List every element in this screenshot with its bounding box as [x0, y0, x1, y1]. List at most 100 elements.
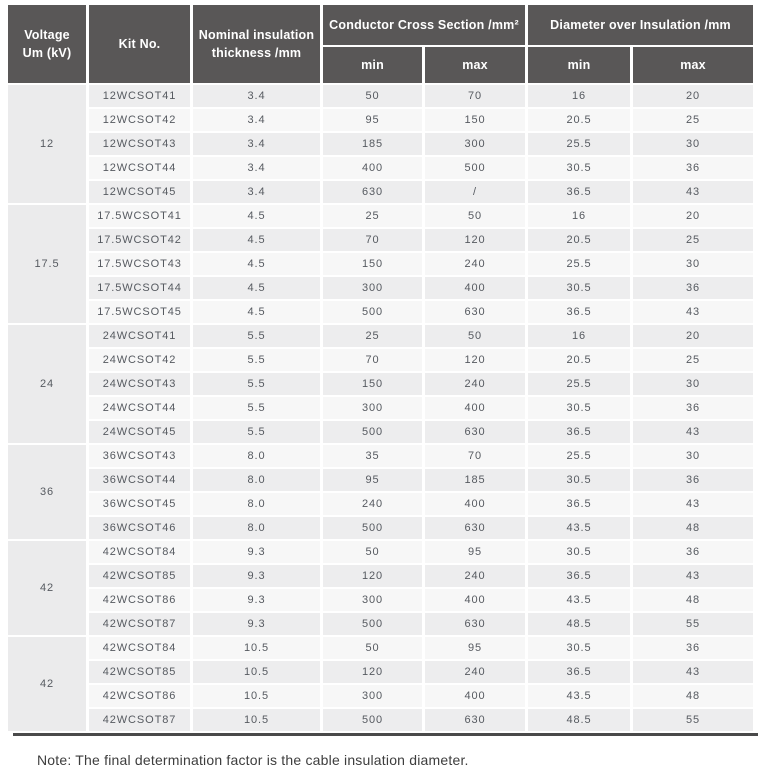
ccs-max-cell: 70: [425, 85, 525, 107]
thickness-cell: 5.5: [193, 325, 320, 347]
table-row: 24WCSOT45 5.5 500 630 36.5 43: [8, 421, 753, 443]
thickness-cell: 8.0: [193, 517, 320, 539]
dia-min-cell: 20.5: [528, 349, 630, 371]
header-ccs-max: max: [425, 47, 525, 83]
ccs-min-cell: 95: [323, 109, 422, 131]
dia-max-cell: 36: [633, 637, 753, 659]
table-row: 42WCSOT86 9.3 300 400 43.5 48: [8, 589, 753, 611]
dia-max-cell: 55: [633, 613, 753, 635]
voltage-cell: 24: [8, 325, 86, 443]
thickness-cell: 10.5: [193, 709, 320, 731]
table-row: 36 36WCSOT43 8.0 35 70 25.5 30: [8, 445, 753, 539]
dia-max-cell: 20: [633, 205, 753, 227]
ccs-min-cell: 185: [323, 133, 422, 155]
dia-min-cell: 48.5: [528, 709, 630, 731]
ccs-max-cell: /: [425, 181, 525, 203]
table-row: 17.5WCSOT45 4.5 500 630 36.5 43: [8, 301, 753, 323]
kit-no-cell: 42WCSOT87: [89, 613, 190, 635]
thickness-cell: 10.5: [193, 637, 320, 659]
table-row: 42 42WCSOT84 10.5 50 95 30.5 36: [8, 637, 753, 731]
ccs-min-cell: 500: [323, 613, 422, 635]
header-diameter-over-insulation: Diameter over Insulation /mm: [528, 5, 753, 45]
kit-no-cell: 17.5WCSOT44: [89, 277, 190, 299]
dia-min-cell: 48.5: [528, 613, 630, 635]
thickness-cell: 3.4: [193, 157, 320, 179]
header-kit-no: Kit No.: [89, 5, 190, 83]
voltage-cell: 12: [8, 85, 86, 203]
ccs-min-cell: 150: [323, 373, 422, 395]
kit-no-cell: 17.5WCSOT43: [89, 253, 190, 275]
table-row: 42WCSOT87 10.5 500 630 48.5 55: [8, 709, 753, 731]
kit-no-cell: 17.5WCSOT41: [89, 205, 190, 227]
kit-no-cell: 42WCSOT87: [89, 709, 190, 731]
ccs-max-cell: 95: [425, 541, 525, 563]
dia-max-cell: 43: [633, 565, 753, 587]
dia-min-cell: 30.5: [528, 157, 630, 179]
kit-no-cell: 24WCSOT44: [89, 397, 190, 419]
dia-max-cell: 36: [633, 277, 753, 299]
thickness-cell: 10.5: [193, 661, 320, 683]
thickness-cell: 4.5: [193, 229, 320, 251]
kit-no-cell: 24WCSOT42: [89, 349, 190, 371]
kit-no-cell: 42WCSOT85: [89, 565, 190, 587]
table-row: 12 12WCSOT41 3.4 50 70 16 20: [8, 85, 753, 203]
thickness-cell: 10.5: [193, 685, 320, 707]
table-row: 42 42WCSOT84 9.3 50 95 30.5 36: [8, 541, 753, 635]
ccs-min-cell: 50: [323, 85, 422, 107]
ccs-max-cell: 500: [425, 157, 525, 179]
table-row: 17.5 17.5WCSOT41 4.5 25 50 16 20: [8, 205, 753, 323]
dia-min-cell: 36.5: [528, 493, 630, 515]
ccs-max-cell: 150: [425, 109, 525, 131]
table-row: 24WCSOT42 5.5 70 120 20.5 25: [8, 349, 753, 371]
table-row: 42WCSOT85 10.5 120 240 36.5 43: [8, 661, 753, 683]
dia-max-cell: 43: [633, 181, 753, 203]
dia-max-cell: 43: [633, 301, 753, 323]
thickness-cell: 4.5: [193, 301, 320, 323]
ccs-max-cell: 240: [425, 661, 525, 683]
dia-max-cell: 43: [633, 421, 753, 443]
kit-no-cell: 17.5WCSOT45: [89, 301, 190, 323]
table-row: 42WCSOT85 9.3 120 240 36.5 43: [8, 565, 753, 587]
ccs-max-cell: 630: [425, 613, 525, 635]
ccs-max-cell: 400: [425, 397, 525, 419]
ccs-min-cell: 300: [323, 685, 422, 707]
header-ccs-min: min: [323, 47, 422, 83]
kit-no-cell: 42WCSOT86: [89, 685, 190, 707]
dia-max-cell: 43: [633, 661, 753, 683]
kit-no-cell: 12WCSOT43: [89, 133, 190, 155]
kit-no-cell: 36WCSOT46: [89, 517, 190, 539]
ccs-min-cell: 95: [323, 469, 422, 491]
kit-no-cell: 36WCSOT43: [89, 445, 190, 467]
dia-max-cell: 20: [633, 325, 753, 347]
ccs-max-cell: 120: [425, 349, 525, 371]
dia-min-cell: 36.5: [528, 301, 630, 323]
ccs-max-cell: 50: [425, 325, 525, 347]
dia-max-cell: 43: [633, 493, 753, 515]
thickness-cell: 4.5: [193, 253, 320, 275]
header-nominal-insulation-thickness: Nominal insulation thickness /mm: [193, 5, 320, 83]
thickness-cell: 9.3: [193, 613, 320, 635]
dia-max-cell: 55: [633, 709, 753, 731]
voltage-cell: 42: [8, 541, 86, 635]
dia-max-cell: 36: [633, 157, 753, 179]
table-row: 36WCSOT44 8.0 95 185 30.5 36: [8, 469, 753, 491]
kit-no-cell: 36WCSOT44: [89, 469, 190, 491]
table-row: 36WCSOT46 8.0 500 630 43.5 48: [8, 517, 753, 539]
dia-min-cell: 25.5: [528, 445, 630, 467]
kit-no-cell: 42WCSOT84: [89, 637, 190, 659]
dia-min-cell: 20.5: [528, 229, 630, 251]
header-dia-min: min: [528, 47, 630, 83]
kit-no-cell: 24WCSOT43: [89, 373, 190, 395]
dia-max-cell: 36: [633, 541, 753, 563]
kit-no-cell: 12WCSOT41: [89, 85, 190, 107]
dia-min-cell: 36.5: [528, 661, 630, 683]
thickness-cell: 4.5: [193, 205, 320, 227]
table-header: Voltage Um (kV) Kit No. Nominal insulati…: [8, 5, 753, 83]
ccs-min-cell: 50: [323, 637, 422, 659]
ccs-min-cell: 500: [323, 517, 422, 539]
ccs-min-cell: 50: [323, 541, 422, 563]
thickness-cell: 5.5: [193, 349, 320, 371]
table-row: 17.5WCSOT43 4.5 150 240 25.5 30: [8, 253, 753, 275]
thickness-cell: 3.4: [193, 109, 320, 131]
ccs-min-cell: 120: [323, 565, 422, 587]
